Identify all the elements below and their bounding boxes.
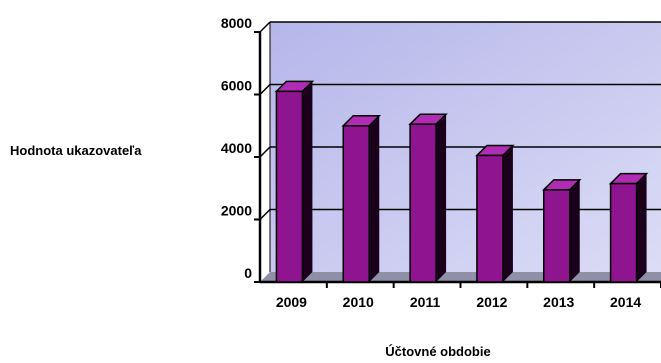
y-axis-title: Hodnota ukazovateľa <box>10 143 142 158</box>
bar-2010 <box>341 115 382 283</box>
y-tick-label: 6000 <box>221 78 252 94</box>
bar-front-face <box>342 125 370 283</box>
x-tick-label-2009: 2009 <box>276 294 307 310</box>
bar-front-face <box>476 154 504 283</box>
x-tick-label-2013: 2013 <box>543 294 574 310</box>
grid-line-depth <box>259 83 271 96</box>
bar-front-face <box>275 90 304 283</box>
y-tick-labels: 0 2000 4000 6000 8000 <box>221 15 260 283</box>
bar-front-face <box>543 189 571 283</box>
x-tick-label-2011: 2011 <box>410 294 441 310</box>
floor <box>260 272 661 282</box>
bar-2013 <box>541 179 582 283</box>
x-tick-label-2014: 2014 <box>610 294 641 310</box>
bar-side-face <box>302 81 313 282</box>
y-tick-label: 4000 <box>221 140 252 156</box>
bar-side-face <box>502 145 513 282</box>
bars <box>274 80 649 283</box>
bar-2011 <box>408 113 448 283</box>
bar-2012 <box>475 144 515 283</box>
bar-front-face <box>609 182 638 283</box>
grid-line-depth <box>259 146 271 158</box>
bar-2009 <box>274 80 315 283</box>
grid-line-depth <box>259 21 271 33</box>
grid-lines <box>259 21 661 221</box>
bar-side-face <box>569 179 580 282</box>
bar-side-face <box>436 114 447 282</box>
x-tick-labels: 2009 2010 2011 2012 2013 2014 <box>276 282 661 310</box>
x-tick-label-2012: 2012 <box>476 294 507 310</box>
y-tick-label: 0 <box>244 265 252 281</box>
bar-front-face <box>409 123 437 283</box>
bar-side-face <box>369 115 380 282</box>
x-tick-label-2010: 2010 <box>343 294 374 310</box>
y-tick-label: 2000 <box>221 203 252 219</box>
bar-2014 <box>608 172 649 283</box>
x-axis-title: Účtovné obdobie <box>385 344 490 359</box>
grid-line-depth <box>259 208 271 221</box>
y-tick-label: 8000 <box>221 15 252 31</box>
bar-side-face <box>636 173 647 282</box>
